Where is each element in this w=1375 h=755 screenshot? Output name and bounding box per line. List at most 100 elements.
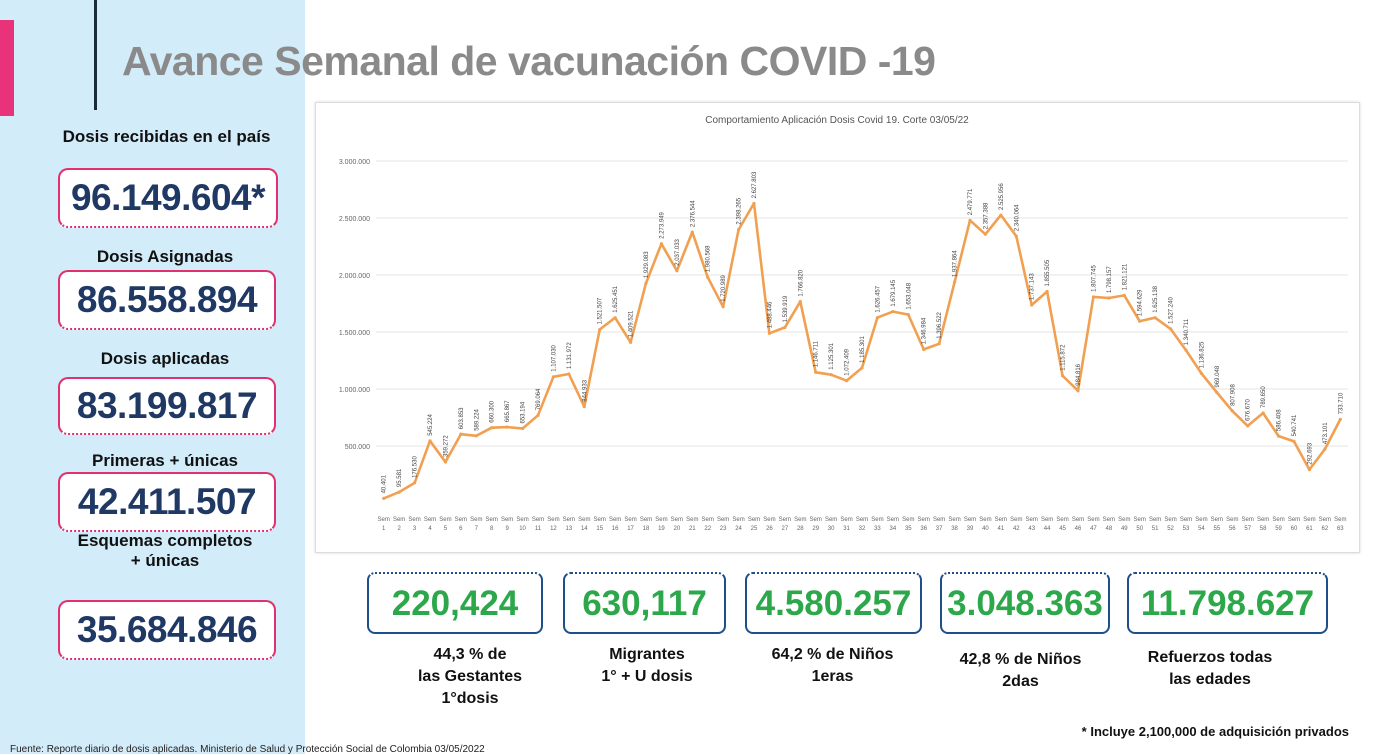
applied-doses-label: Dosis aplicadas bbox=[100, 349, 230, 368]
x-tick-label: Sem 4 bbox=[424, 517, 436, 532]
data-point bbox=[1076, 389, 1080, 393]
data-point bbox=[814, 370, 818, 374]
data-point bbox=[505, 425, 509, 429]
x-tick-label: Sem 25 bbox=[748, 517, 760, 532]
weekly-doses-line-chart: Comportamiento Aplicación Dosis Covid 19… bbox=[339, 115, 1348, 532]
data-label: 1.929.083 bbox=[644, 251, 650, 278]
data-point bbox=[922, 347, 926, 352]
data-label: 1.185.301 bbox=[860, 336, 866, 363]
data-point bbox=[1138, 319, 1142, 323]
boosters-desc-line2: las edades bbox=[1169, 671, 1251, 688]
data-label: 586.408 bbox=[1277, 409, 1283, 431]
data-label: 40.401 bbox=[382, 474, 388, 493]
data-label: 665.867 bbox=[505, 400, 511, 422]
data-label: 969.048 bbox=[1215, 365, 1221, 387]
data-label: 2.357.388 bbox=[983, 202, 989, 229]
x-tick-label: Sem 6 bbox=[455, 517, 467, 532]
x-tick-label: Sem 50 bbox=[1134, 517, 1146, 532]
children-second-box: 3.048.363 bbox=[940, 572, 1110, 634]
data-point bbox=[598, 327, 602, 332]
data-label: 2.037.033 bbox=[675, 238, 681, 265]
data-point bbox=[1168, 327, 1173, 331]
data-label: 176.530 bbox=[413, 456, 419, 478]
migrants-desc-line2: 1° + U dosis bbox=[601, 668, 693, 685]
pink-accent-tab bbox=[0, 20, 14, 116]
data-label: 1.146.711 bbox=[814, 340, 820, 367]
private-acquisition-footnote: * Incluye 2,100,000 de adquisición priva… bbox=[1081, 724, 1349, 739]
migrants-desc: Migrantes 1° + U dosis bbox=[572, 644, 722, 688]
x-tick-label: Sem 16 bbox=[609, 517, 621, 532]
x-tick-label: Sem 22 bbox=[702, 517, 714, 532]
x-tick-label: Sem 26 bbox=[763, 517, 775, 532]
data-point bbox=[891, 309, 895, 314]
applied-doses-value: 83.199.817 bbox=[58, 377, 276, 435]
data-label: 603.853 bbox=[459, 407, 465, 429]
data-label: 1.136.825 bbox=[1199, 341, 1205, 368]
pregnant-doses-box: 220,424 bbox=[367, 572, 543, 634]
x-tick-label: Sem 55 bbox=[1211, 517, 1223, 532]
data-label: 1.409.521 bbox=[629, 310, 635, 337]
data-point bbox=[490, 426, 494, 430]
data-label: 1.720.989 bbox=[721, 274, 727, 301]
data-point bbox=[706, 275, 710, 279]
data-point bbox=[983, 232, 988, 236]
data-label: 589.224 bbox=[474, 408, 480, 430]
data-point bbox=[1060, 374, 1065, 378]
data-point bbox=[1276, 434, 1281, 438]
y-tick-label: 2.500.000 bbox=[339, 216, 370, 223]
data-label: 1.625.451 bbox=[613, 285, 619, 312]
received-doses-value: 96.149.604* bbox=[58, 168, 278, 228]
data-point bbox=[536, 413, 540, 417]
assigned-doses-label: Dosis Asignadas bbox=[96, 247, 234, 266]
data-point bbox=[721, 305, 725, 309]
x-tick-label: Sem 29 bbox=[810, 517, 822, 532]
data-point bbox=[937, 342, 941, 346]
y-tick-label: 3.000.000 bbox=[339, 159, 370, 166]
boosters-desc: Refuerzos todas las edades bbox=[1130, 647, 1290, 691]
data-point bbox=[1215, 390, 1219, 395]
x-tick-label: Sem 56 bbox=[1226, 517, 1238, 532]
data-label: 2.398.265 bbox=[737, 197, 743, 224]
data-label: 1.679.145 bbox=[891, 279, 897, 306]
y-tick-label: 1.500.000 bbox=[339, 330, 370, 337]
pregnant-desc-line1: 44,3 % de bbox=[433, 646, 507, 663]
data-label: 1.821.121 bbox=[1122, 263, 1128, 290]
title-divider bbox=[94, 0, 97, 110]
x-tick-label: Sem 58 bbox=[1257, 517, 1269, 532]
y-tick-label: 500.000 bbox=[345, 444, 370, 451]
data-label: 545.224 bbox=[428, 413, 434, 435]
data-label: 844.933 bbox=[582, 379, 588, 401]
children-second-desc-line1: 42,8 % de Niños bbox=[959, 651, 1082, 668]
data-point bbox=[628, 340, 633, 344]
data-label: 1.626.457 bbox=[875, 285, 881, 312]
pregnant-desc: 44,3 % de las Gestantes 1°dosis bbox=[395, 644, 545, 710]
data-label: 2.525.956 bbox=[999, 183, 1005, 210]
data-point bbox=[644, 281, 648, 285]
data-point bbox=[443, 460, 448, 464]
data-point bbox=[844, 379, 849, 383]
data-point bbox=[613, 316, 617, 320]
data-point bbox=[1292, 439, 1296, 443]
data-label: 807.908 bbox=[1230, 384, 1236, 406]
data-label: 653.194 bbox=[521, 401, 527, 423]
x-tick-label: Sem 31 bbox=[840, 517, 852, 532]
x-tick-label: Sem 42 bbox=[1010, 517, 1022, 532]
x-tick-label: Sem 1 bbox=[378, 517, 390, 532]
x-tick-label: Sem 33 bbox=[871, 517, 883, 532]
x-tick-label: Sem 15 bbox=[594, 517, 606, 532]
x-tick-label: Sem 10 bbox=[516, 517, 528, 532]
pregnant-desc-line2: las Gestantes bbox=[417, 668, 523, 685]
data-point bbox=[1261, 411, 1265, 415]
data-label: 1.937.864 bbox=[953, 250, 959, 277]
children-first-desc-line1: 64,2 % de Niños bbox=[771, 646, 894, 663]
x-tick-label: Sem 59 bbox=[1272, 517, 1284, 532]
x-tick-label: Sem 46 bbox=[1072, 517, 1084, 532]
data-label: 2.376.544 bbox=[690, 200, 696, 227]
x-tick-label: Sem 36 bbox=[918, 517, 930, 532]
x-tick-label: Sem 53 bbox=[1180, 517, 1192, 532]
data-label: 984.816 bbox=[1076, 363, 1082, 385]
page-title: Avance Semanal de vacunación COVID -19 bbox=[122, 38, 936, 84]
data-point bbox=[1307, 468, 1312, 472]
children-first-desc: 64,2 % de Niños 1eras bbox=[750, 644, 915, 688]
x-tick-label: Sem 49 bbox=[1118, 517, 1130, 532]
